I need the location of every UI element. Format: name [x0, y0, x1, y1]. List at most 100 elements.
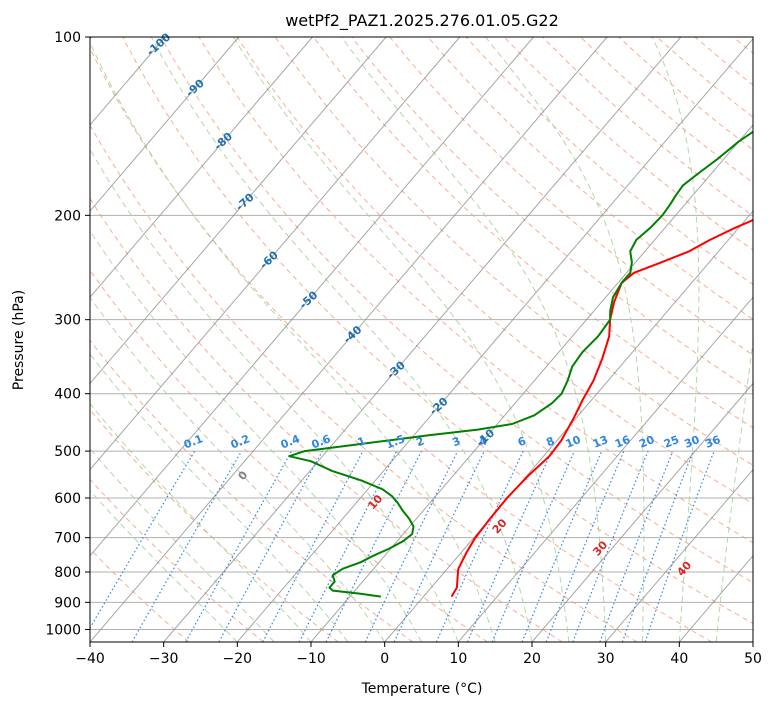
moist-adiabat-line	[90, 403, 312, 642]
y-tick-label: 700	[54, 531, 81, 547]
isotherm-label: -70	[233, 190, 257, 213]
isotherm-label: -30	[384, 358, 408, 381]
dry-adiabat-line	[465, 37, 753, 285]
dry-adiabat-line	[771, 37, 775, 642]
mixing-ratio-label: 6	[516, 434, 528, 449]
y-tick-label: 900	[54, 595, 81, 611]
dry-adiabat-line	[122, 37, 753, 624]
isotherm-line	[384, 210, 753, 642]
mixing-ratio-line	[218, 450, 323, 642]
x-tick-label: 30	[597, 651, 615, 667]
mixing-ratio-label: 1	[356, 434, 368, 449]
moist-adiabat-label: 30	[590, 538, 610, 558]
mixing-ratio-label: 10	[564, 433, 583, 451]
dry-adiabat-line	[198, 37, 753, 544]
x-tick-label: −20	[223, 651, 253, 667]
temperature-line	[450, 219, 753, 598]
dry-adiabat-line	[313, 37, 753, 429]
isotherm-label: -60	[257, 248, 281, 271]
mixing-ratio-line	[185, 450, 293, 642]
y-tick-label: 400	[54, 387, 81, 403]
mixing-ratio-label: 3	[450, 434, 462, 449]
mixing-ratio-line	[572, 450, 649, 642]
y-tick-label: 300	[54, 313, 81, 329]
moist-adiabat-line	[752, 638, 753, 642]
moist-adiabat-line	[341, 37, 607, 642]
mixing-ratio-line	[545, 450, 625, 642]
isotherm-label: -50	[297, 288, 321, 311]
isotherm-line	[457, 296, 753, 642]
x-tick-label: 50	[744, 651, 762, 667]
moist-adiabat-line	[90, 41, 496, 642]
isotherm-line	[236, 37, 753, 642]
mixing-ratio-line	[90, 450, 196, 630]
isotherm-label: -100	[144, 30, 173, 58]
dry-adiabat-line	[90, 478, 264, 642]
mixing-ratio-label: 36	[703, 433, 722, 451]
y-tick-label: 1000	[45, 622, 81, 638]
x-tick-label: 40	[670, 651, 688, 667]
moist-adiabat-label: 10	[365, 492, 385, 512]
x-tick-label: 20	[523, 651, 541, 667]
dry-adiabat-line	[618, 37, 753, 151]
mixing-ratio-label: 2	[414, 434, 426, 449]
y-tick-label: 100	[54, 30, 81, 46]
dry-adiabat-line	[732, 37, 753, 54]
x-tick-label: −10	[296, 651, 326, 667]
mixing-ratio-line	[644, 450, 715, 642]
isotherm-line	[605, 468, 753, 642]
isotherm-label: -20	[427, 395, 451, 418]
mixing-ratio-label: 13	[591, 433, 610, 451]
dry-adiabat-line	[427, 37, 753, 320]
isotherm-line	[678, 555, 753, 642]
mixing-ratio-label: 0.2	[229, 432, 252, 451]
moist-adiabat-line	[90, 148, 459, 642]
mixing-ratio-label: 0.4	[279, 432, 302, 451]
isotherm-line	[90, 37, 461, 471]
moist-adiabat-line	[232, 37, 570, 642]
mixing-ratio-line	[325, 450, 423, 642]
dry-adiabat-line	[542, 37, 753, 217]
dry-adiabat-line	[351, 37, 753, 392]
x-tick-label: 10	[449, 651, 467, 667]
mixing-ratio-label: 20	[637, 433, 656, 451]
mixing-ratio-line	[491, 450, 575, 642]
mixing-ratio-label: 0.1	[182, 432, 205, 451]
mixing-ratio-label: 16	[613, 433, 632, 451]
moist-adiabat-line	[90, 229, 422, 642]
x-tick-label: 0	[380, 651, 389, 667]
plot-frame	[89, 36, 754, 643]
background-lines	[90, 37, 775, 642]
isotherm-line	[531, 382, 753, 642]
moist-adiabat-label: 20	[490, 516, 510, 536]
isotherm-label: -40	[341, 323, 365, 346]
y-axis-label: Pressure (hPa)	[11, 290, 27, 390]
isotherm-label: -90	[183, 76, 207, 99]
isotherm-line	[90, 37, 608, 642]
moist-adiabat-line	[150, 37, 533, 642]
dry-adiabat-line	[90, 269, 488, 642]
dry-adiabat-line	[90, 124, 638, 642]
isotherm-line	[752, 641, 753, 642]
isotherm-line	[310, 124, 753, 642]
isotherm-line	[163, 37, 682, 642]
moist-adiabat-line	[90, 353, 349, 642]
data-lines	[288, 130, 753, 598]
dry-adiabat-line	[694, 37, 753, 86]
x-tick-label: −40	[75, 651, 105, 667]
mixing-ratio-label: 25	[662, 433, 681, 451]
dry-adiabat-line	[90, 47, 712, 642]
dry-adiabat-line	[90, 409, 339, 642]
isotherm-line	[90, 37, 240, 212]
mixing-ratio-line	[131, 450, 243, 642]
mixing-ratio-line	[298, 450, 398, 642]
moist-adiabat-line	[715, 337, 753, 642]
y-tick-label: 500	[54, 444, 81, 460]
mixing-ratio-line	[364, 450, 459, 642]
isotherm-line	[90, 37, 313, 299]
moist-adiabat-line	[651, 37, 700, 642]
y-tick-label: 600	[54, 491, 81, 507]
axis-ticks: −40 −30 −20 −10 0 10 20 30 40 5010020030040050060…	[45, 30, 762, 667]
x-tick-label: −30	[149, 651, 179, 667]
